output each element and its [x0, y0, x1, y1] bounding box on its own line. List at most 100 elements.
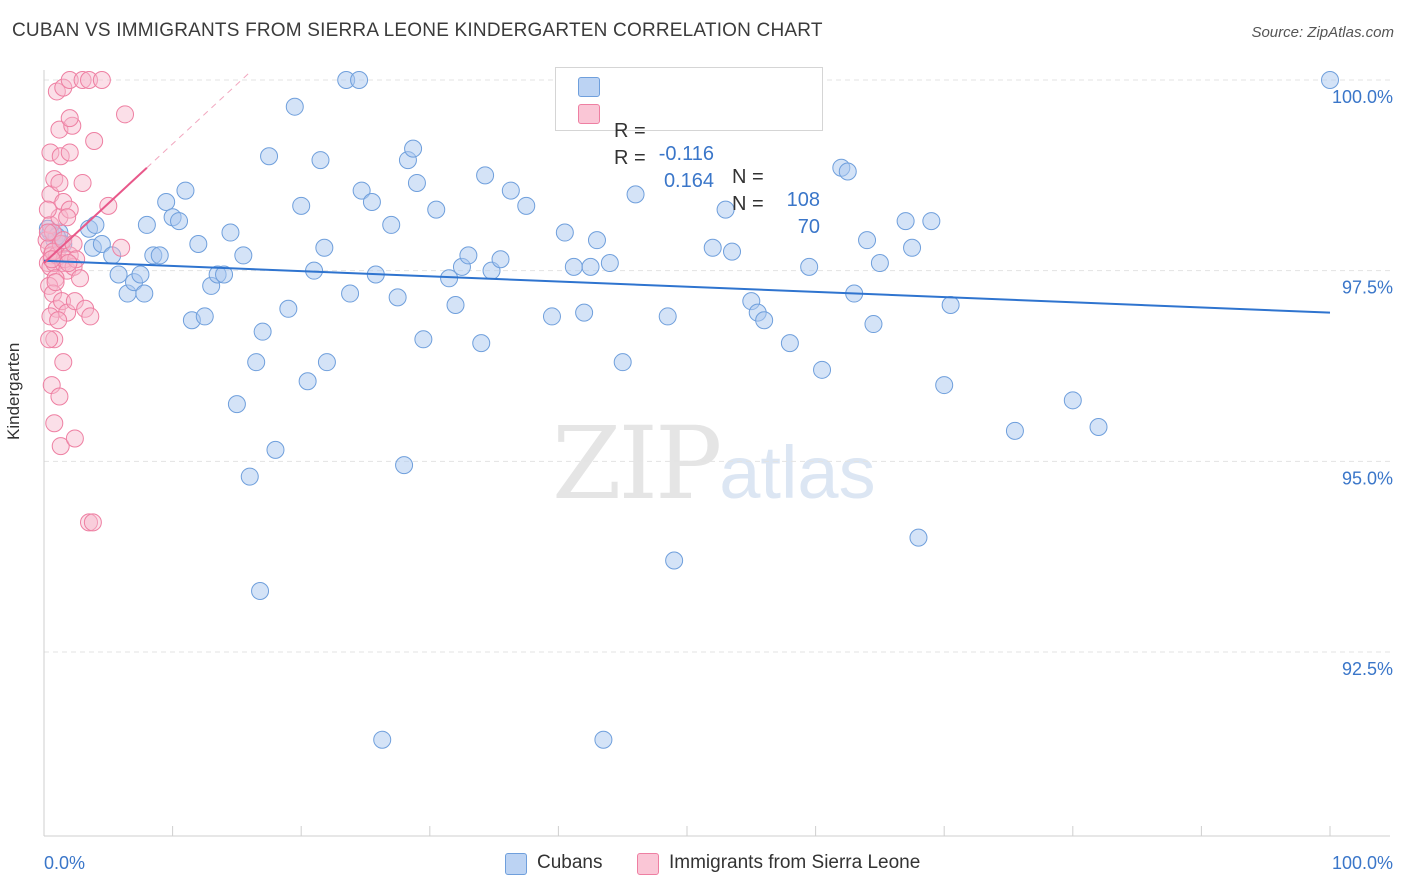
cubans-point: [215, 265, 234, 284]
cubans-point: [501, 181, 520, 200]
sierra-leone-point: [49, 311, 68, 330]
sierra-leone-point: [46, 269, 65, 288]
sierra-leone-point: [53, 292, 72, 311]
cubans-point: [189, 234, 208, 253]
sierra-leone-point: [41, 143, 60, 162]
cubans-point: [723, 242, 742, 261]
cubans-point: [135, 284, 154, 303]
cubans-point: [1063, 391, 1082, 410]
watermark-atlas: atlas: [719, 431, 876, 514]
cubans-point: [157, 193, 176, 212]
sierra-leone-point: [73, 173, 92, 192]
r-label: R =: [614, 147, 646, 169]
cubans-point: [266, 440, 285, 459]
cubans-point: [755, 311, 774, 330]
legend-row-cubans: R = -0.116 N = 108: [578, 74, 820, 211]
cubans-point: [395, 456, 414, 475]
r-value: -0.116: [658, 143, 714, 165]
cubans-point: [170, 212, 189, 231]
n-value: 108: [786, 189, 820, 211]
cubans-point: [407, 173, 426, 192]
chart-title: CUBAN VS IMMIGRANTS FROM SIERRA LEONE KI…: [12, 20, 823, 41]
sierra-leone-point: [46, 273, 65, 292]
sierra-leone-point: [60, 71, 79, 89]
cubans-point: [658, 307, 677, 326]
y-tick-label: 95.0%: [1342, 468, 1393, 488]
cubans-point: [247, 353, 266, 372]
cubans-point: [542, 307, 561, 326]
cubans-point: [92, 234, 111, 253]
cubans-point: [600, 254, 619, 273]
cubans-point: [922, 212, 941, 231]
cubans-point: [234, 246, 253, 265]
cubans-point: [137, 215, 156, 234]
cubans-point: [780, 334, 799, 353]
cubans-point: [909, 528, 928, 547]
sierra-leone-swatch: [578, 104, 600, 124]
sierra-leone-point: [50, 387, 69, 406]
y-tick-label: 92.5%: [1342, 659, 1393, 679]
cubans-point: [594, 730, 613, 749]
legend-row-sierra-leone: R = 0.164 N = 70: [578, 101, 820, 238]
cubans-point: [221, 223, 240, 242]
sierra-leone-point: [60, 109, 79, 128]
sierra-leone-point: [116, 105, 135, 124]
sierra-leone-point: [80, 513, 99, 532]
sierra-leone-point: [92, 71, 111, 89]
cubans-point: [362, 193, 381, 212]
cubans-point: [195, 307, 214, 326]
cubans-point: [446, 295, 465, 314]
cubans-point: [86, 215, 105, 234]
cubans-point: [109, 265, 128, 284]
r-value: 0.164: [663, 170, 714, 192]
cubans-point: [813, 360, 832, 379]
legend-label-cubans: Cubans: [537, 852, 603, 873]
sierra-leone-point: [112, 238, 131, 257]
cubans-point: [414, 330, 433, 349]
cubans-point: [838, 162, 857, 181]
source-credit: Source: ZipAtlas.com: [1251, 24, 1394, 41]
cubans-point: [285, 97, 304, 116]
cubans-point: [131, 265, 150, 284]
cubans-point: [941, 295, 960, 314]
cubans-point: [260, 147, 279, 166]
cubans-point: [613, 353, 632, 372]
cubans-point: [404, 139, 423, 158]
x-tick-label: 100.0%: [1332, 853, 1393, 873]
cubans-swatch: [505, 853, 527, 875]
cubans-swatch: [578, 77, 600, 97]
cubans-point: [1321, 71, 1339, 89]
cubans-point: [298, 372, 317, 391]
sierra-leone-point: [45, 330, 64, 349]
sierra-leone-trend-extension: [146, 72, 251, 169]
cubans-point: [352, 181, 371, 200]
sierra-leone-point: [38, 223, 57, 242]
cubans-point: [176, 181, 195, 200]
cubans-point: [858, 231, 877, 250]
cubans-point: [427, 200, 446, 219]
sierra-leone-point: [42, 250, 61, 269]
sierra-leone-point: [59, 254, 78, 273]
r-label: R =: [614, 120, 646, 142]
sierra-leone-point: [51, 147, 70, 166]
cubans-point: [279, 299, 298, 318]
cubans-point: [227, 395, 246, 414]
legend-label-sierra-leone: Immigrants from Sierra Leone: [669, 852, 921, 873]
cubans-point: [292, 196, 311, 215]
sierra-leone-point: [44, 284, 63, 303]
y-tick-label: 100.0%: [1332, 87, 1393, 107]
cubans-point: [373, 730, 392, 749]
cubans-point: [896, 212, 915, 231]
cubans-point: [253, 322, 272, 341]
cubans-point: [935, 376, 954, 395]
cubans-point: [459, 246, 478, 265]
sierra-leone-trend-line: [43, 166, 148, 264]
sierra-leone-point: [58, 208, 77, 227]
cubans-point: [491, 250, 510, 269]
sierra-leone-point: [85, 132, 104, 151]
cubans-point: [317, 353, 336, 372]
sierra-leone-point: [54, 193, 73, 212]
cubans-point: [665, 551, 684, 570]
sierra-leone-point: [71, 269, 90, 288]
sierra-leone-point: [51, 437, 70, 456]
